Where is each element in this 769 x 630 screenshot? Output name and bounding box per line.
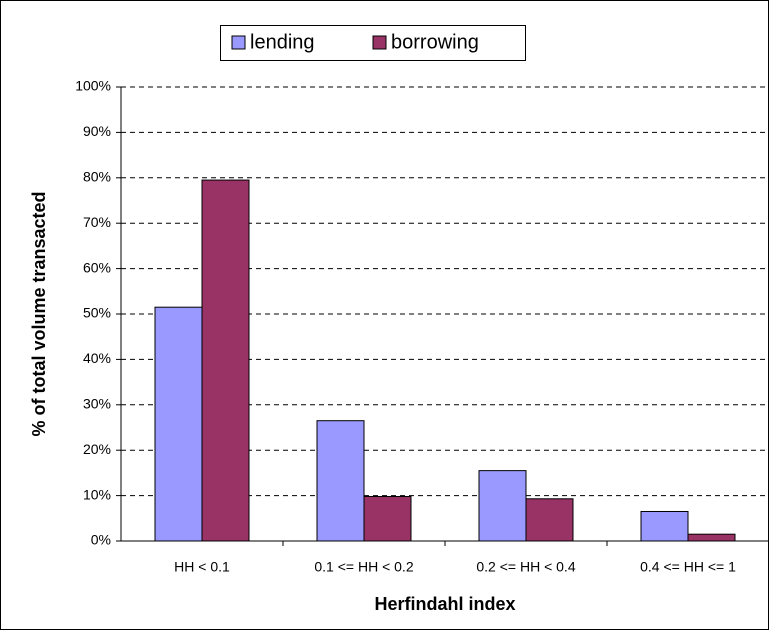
legend-label: borrowing	[391, 31, 479, 53]
bar	[316, 420, 365, 542]
bar	[478, 470, 527, 542]
y-tick-label: 20%	[83, 441, 111, 457]
y-tick-label: 10%	[83, 486, 111, 502]
y-tick-label: 80%	[83, 169, 111, 185]
bar	[640, 510, 689, 542]
y-tick-label: 40%	[83, 350, 111, 366]
bar	[154, 306, 203, 542]
bar	[687, 533, 736, 542]
legend-swatch	[372, 35, 387, 50]
y-axis-title: % of total volume transacted	[29, 191, 49, 436]
y-tick-label: 30%	[83, 396, 111, 412]
x-axis-title: Herfindahl index	[374, 594, 515, 614]
legend-swatch	[231, 35, 246, 50]
x-tick-label: 0.2 <= HH < 0.4	[476, 559, 575, 575]
y-tick-label: 90%	[83, 123, 111, 139]
bar	[363, 496, 412, 542]
y-tick-label: 100%	[75, 78, 111, 94]
bar	[525, 498, 574, 542]
y-tick-label: 70%	[83, 214, 111, 230]
x-tick-label: HH < 0.1	[174, 559, 230, 575]
x-tick-label: 0.4 <= HH <= 1	[640, 559, 736, 575]
y-tick-label: 60%	[83, 259, 111, 275]
legend-label: lending	[250, 31, 315, 53]
x-tick-label: 0.1 <= HH < 0.2	[314, 559, 413, 575]
y-tick-label: 0%	[91, 532, 111, 548]
bar	[201, 179, 250, 542]
y-tick-label: 50%	[83, 305, 111, 321]
